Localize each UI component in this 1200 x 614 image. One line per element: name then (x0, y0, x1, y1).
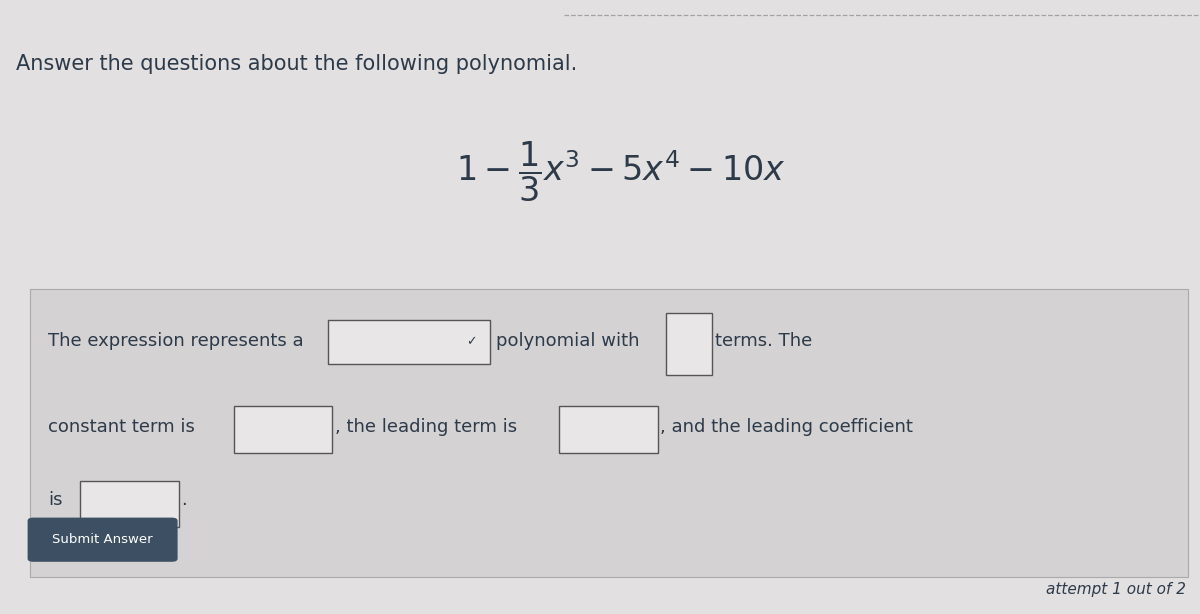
Text: constant term is: constant term is (48, 418, 194, 436)
Text: ✓: ✓ (467, 335, 476, 349)
Text: $1 - \dfrac{1}{3}x^3 - 5x^4 - 10x$: $1 - \dfrac{1}{3}x^3 - 5x^4 - 10x$ (456, 140, 786, 204)
FancyBboxPatch shape (666, 313, 712, 375)
Text: terms. The: terms. The (715, 332, 812, 350)
Text: , and the leading coefficient: , and the leading coefficient (660, 418, 913, 436)
FancyBboxPatch shape (28, 518, 178, 562)
FancyBboxPatch shape (559, 406, 658, 453)
Text: polynomial with: polynomial with (496, 332, 640, 350)
FancyBboxPatch shape (328, 320, 490, 364)
Text: is: is (48, 491, 62, 510)
Text: Answer the questions about the following polynomial.: Answer the questions about the following… (16, 55, 577, 74)
Text: , the leading term is: , the leading term is (335, 418, 517, 436)
Text: Submit Answer: Submit Answer (53, 533, 152, 546)
FancyBboxPatch shape (80, 481, 179, 527)
Text: .: . (181, 491, 187, 510)
FancyBboxPatch shape (234, 406, 332, 453)
Text: The expression represents a: The expression represents a (48, 332, 304, 350)
Text: attempt 1 out of 2: attempt 1 out of 2 (1045, 582, 1186, 597)
FancyBboxPatch shape (30, 289, 1188, 577)
